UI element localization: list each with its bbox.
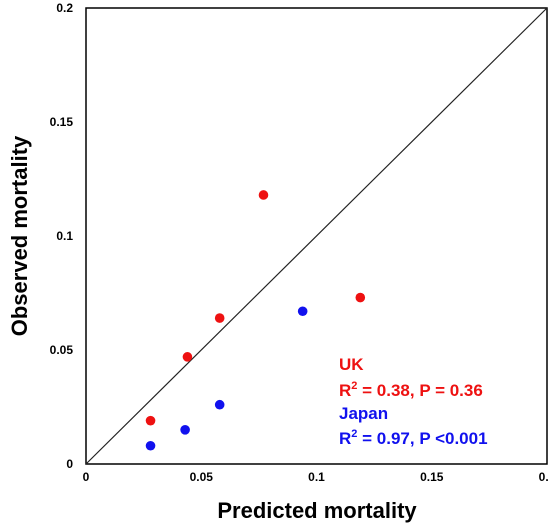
data-point-uk — [145, 415, 156, 426]
identity-line — [85, 7, 548, 465]
y-tick-label: 0.1 — [56, 229, 73, 243]
y-axis-ticks: 0 0.05 0.1 0.15 0.2 — [50, 1, 74, 471]
data-point-japan — [145, 440, 156, 451]
japan-stats-text: = 0.97, P <0.001 — [357, 429, 487, 448]
y-tick-label: 0.2 — [56, 1, 73, 15]
y-tick-label: 0.05 — [50, 343, 74, 357]
plot-frame — [85, 7, 548, 465]
uk-label: UK — [339, 355, 364, 374]
uk-stats-text: = 0.38, P = 0.36 — [357, 381, 482, 400]
y-tick-label: 0.15 — [50, 115, 74, 129]
data-point-uk — [214, 313, 225, 323]
data-point-japan — [214, 399, 225, 410]
japan-r2-prefix: R — [339, 429, 351, 448]
data-point-uk — [182, 352, 193, 362]
x-axis-title: Predicted mortality — [217, 498, 417, 523]
data-point-uk — [355, 292, 366, 303]
uk-stats: R2 = 0.38, P = 0.36 — [339, 380, 483, 400]
x-tick-label: 0.05 — [190, 470, 214, 484]
japan-label: Japan — [339, 404, 388, 423]
legend-annotation: UK R2 = 0.38, P = 0.36 Japan R2 = 0.97, … — [339, 355, 488, 448]
data-points — [145, 190, 366, 451]
japan-stats: R2 = 0.97, P <0.001 — [339, 428, 488, 448]
uk-r2-sup: 2 — [351, 380, 357, 392]
y-axis-title: Observed mortality — [7, 135, 32, 336]
y-tick-label: 0 — [66, 457, 73, 471]
data-point-japan — [297, 306, 308, 317]
data-point-uk — [258, 190, 269, 200]
x-axis-ticks: 0 0.05 0.1 0.15 0.2 — [83, 470, 549, 484]
uk-r2-prefix: R — [339, 381, 351, 400]
x-tick-label: 0.2 — [539, 470, 549, 484]
x-tick-label: 0.15 — [420, 470, 444, 484]
x-tick-label: 0 — [83, 470, 90, 484]
japan-r2-sup: 2 — [351, 428, 357, 440]
x-tick-label: 0.1 — [308, 470, 325, 484]
data-point-japan — [180, 425, 190, 435]
